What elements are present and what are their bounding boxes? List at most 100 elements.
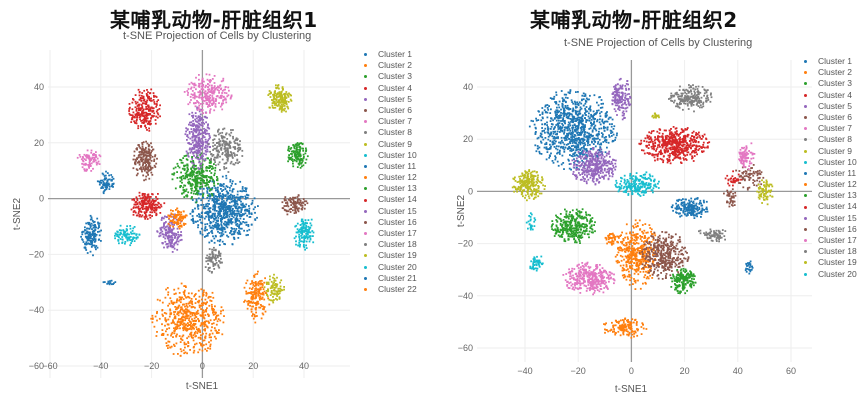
series-cluster-8[interactable] xyxy=(207,127,244,173)
legend-item-cluster-5[interactable]: Cluster 5 xyxy=(364,94,417,105)
series-cluster-4[interactable] xyxy=(130,191,166,220)
series-cluster-7[interactable] xyxy=(183,73,233,115)
series-cluster-17[interactable] xyxy=(76,149,102,172)
legend-item-cluster-16[interactable]: Cluster 16 xyxy=(364,217,417,228)
series-cluster-9[interactable] xyxy=(511,169,774,206)
series-cluster-6[interactable] xyxy=(132,140,158,182)
legend-2[interactable]: Cluster 1 Cluster 2 Cluster 3 Cluster 4 Clus… xyxy=(804,56,857,280)
legend-item-cluster-20[interactable]: Cluster 20 xyxy=(804,269,857,280)
legend-item-cluster-3[interactable]: Cluster 3 xyxy=(804,78,857,89)
legend-marker-icon xyxy=(804,171,807,175)
legend-item-cluster-1[interactable]: Cluster 1 xyxy=(804,56,857,67)
legend-marker-icon xyxy=(364,254,367,258)
legend-item-cluster-12[interactable]: Cluster 12 xyxy=(364,172,417,183)
series-cluster-12[interactable] xyxy=(604,232,620,246)
legend-item-cluster-18[interactable]: Cluster 18 xyxy=(364,239,417,250)
series-cluster-14[interactable] xyxy=(724,170,742,187)
legend-item-cluster-16[interactable]: Cluster 16 xyxy=(804,224,857,235)
series-cluster-17[interactable] xyxy=(739,149,749,168)
series-cluster-20[interactable] xyxy=(525,212,544,272)
y-tick-label: −40 xyxy=(458,291,473,301)
legend-item-cluster-15[interactable]: Cluster 15 xyxy=(364,206,417,217)
legend-item-cluster-21[interactable]: Cluster 21 xyxy=(364,273,417,284)
series-cluster-3[interactable] xyxy=(550,208,596,244)
series-cluster-16[interactable] xyxy=(281,194,309,216)
legend-item-cluster-19[interactable]: Cluster 19 xyxy=(804,257,857,268)
legend-item-cluster-3[interactable]: Cluster 3 xyxy=(364,71,417,82)
legend-item-cluster-17[interactable]: Cluster 17 xyxy=(364,228,417,239)
series-cluster-18[interactable] xyxy=(204,246,223,274)
series-cluster-6[interactable] xyxy=(638,164,765,280)
legend-item-cluster-4[interactable]: Cluster 4 xyxy=(804,90,857,101)
legend-item-cluster-19[interactable]: Cluster 19 xyxy=(364,250,417,261)
legend-item-cluster-13[interactable]: Cluster 13 xyxy=(804,190,857,201)
series-cluster-12[interactable] xyxy=(243,270,271,324)
legend-label: Cluster 14 xyxy=(818,201,857,212)
legend-item-cluster-11[interactable]: Cluster 11 xyxy=(364,161,417,172)
legend-label: Cluster 1 xyxy=(378,49,413,59)
legend-item-cluster-15[interactable]: Cluster 15 xyxy=(804,213,857,224)
legend-item-cluster-20[interactable]: Cluster 20 xyxy=(364,262,417,273)
legend-item-cluster-6[interactable]: Cluster 6 xyxy=(804,112,857,123)
series-cluster-13[interactable] xyxy=(670,267,697,295)
series-cluster-19[interactable] xyxy=(263,273,285,304)
legend-item-cluster-13[interactable]: Cluster 13 xyxy=(364,183,417,194)
legend-item-cluster-9[interactable]: Cluster 9 xyxy=(364,139,417,150)
series-cluster-2[interactable] xyxy=(150,282,225,357)
legend-marker-icon xyxy=(804,205,807,209)
series-cluster-11[interactable] xyxy=(80,214,117,286)
legend-marker-icon xyxy=(804,216,807,220)
series-cluster-13[interactable] xyxy=(287,142,309,169)
series-cluster-8[interactable] xyxy=(668,84,727,239)
series-cluster-5[interactable] xyxy=(184,106,212,171)
legend-item-cluster-7[interactable]: Cluster 7 xyxy=(364,116,417,127)
series-cluster-11[interactable] xyxy=(670,197,754,275)
y-tick-label: 20 xyxy=(34,138,44,148)
series-cluster-10[interactable] xyxy=(614,171,660,197)
series-cluster-19[interactable] xyxy=(651,112,660,119)
series-cluster-18[interactable] xyxy=(707,232,726,243)
scatter-points[interactable] xyxy=(511,77,774,339)
series-cluster-20[interactable] xyxy=(293,218,315,251)
legend-1[interactable]: Cluster 1 Cluster 2 Cluster 3 Cluster 4 Clus… xyxy=(364,49,417,295)
legend-item-cluster-7[interactable]: Cluster 7 xyxy=(804,123,857,134)
scatter-points[interactable] xyxy=(76,73,315,357)
legend-item-cluster-12[interactable]: Cluster 12 xyxy=(804,179,857,190)
series-cluster-10[interactable] xyxy=(114,224,141,247)
scatter-plot-1[interactable]: −60 −40 −20 0 20 40 −60 −40 −20 0 20 40 t-SNE1 t-SNE2 xyxy=(0,0,432,404)
series-cluster-15[interactable] xyxy=(611,85,623,113)
legend-item-cluster-1[interactable]: Cluster 1 xyxy=(364,49,417,60)
legend-item-cluster-5[interactable]: Cluster 5 xyxy=(804,101,857,112)
legend-item-cluster-8[interactable]: Cluster 8 xyxy=(364,127,417,138)
series-cluster-22[interactable] xyxy=(167,207,188,230)
legend-item-cluster-10[interactable]: Cluster 10 xyxy=(804,157,857,168)
series-cluster-1[interactable] xyxy=(528,89,618,171)
scatter-plot-2[interactable]: −40 −20 0 20 40 60 −60 −40 −20 0 20 40 t-SNE1 t-SNE2 xyxy=(432,0,864,404)
series-cluster-9[interactable] xyxy=(267,84,293,113)
legend-marker-icon xyxy=(804,183,807,187)
series-cluster-4[interactable] xyxy=(638,126,711,165)
legend-item-cluster-9[interactable]: Cluster 9 xyxy=(804,146,857,157)
y-axis-label: t-SNE2 xyxy=(12,197,23,230)
legend-item-cluster-14[interactable]: Cluster 14 xyxy=(804,201,857,212)
legend-item-cluster-10[interactable]: Cluster 10 xyxy=(364,150,417,161)
series-cluster-1[interactable] xyxy=(189,174,259,246)
legend-item-cluster-22[interactable]: Cluster 22 xyxy=(364,284,417,295)
legend-item-cluster-8[interactable]: Cluster 8 xyxy=(804,134,857,145)
legend-marker-icon xyxy=(364,109,367,113)
legend-item-cluster-2[interactable]: Cluster 2 xyxy=(364,60,417,71)
series-cluster-2[interactable] xyxy=(603,219,660,339)
legend-item-cluster-2[interactable]: Cluster 2 xyxy=(804,67,857,78)
series-cluster-21[interactable] xyxy=(96,170,115,195)
legend-item-cluster-6[interactable]: Cluster 6 xyxy=(364,105,417,116)
x-tick-label: 60 xyxy=(786,366,796,376)
series-cluster-14[interactable] xyxy=(128,88,161,132)
series-cluster-5[interactable] xyxy=(569,77,632,186)
legend-item-cluster-18[interactable]: Cluster 18 xyxy=(804,246,857,257)
legend-marker-icon xyxy=(804,194,807,198)
legend-item-cluster-4[interactable]: Cluster 4 xyxy=(364,83,417,94)
legend-item-cluster-11[interactable]: Cluster 11 xyxy=(804,168,857,179)
series-cluster-16[interactable] xyxy=(723,188,737,208)
legend-item-cluster-14[interactable]: Cluster 14 xyxy=(364,194,417,205)
legend-item-cluster-17[interactable]: Cluster 17 xyxy=(804,235,857,246)
